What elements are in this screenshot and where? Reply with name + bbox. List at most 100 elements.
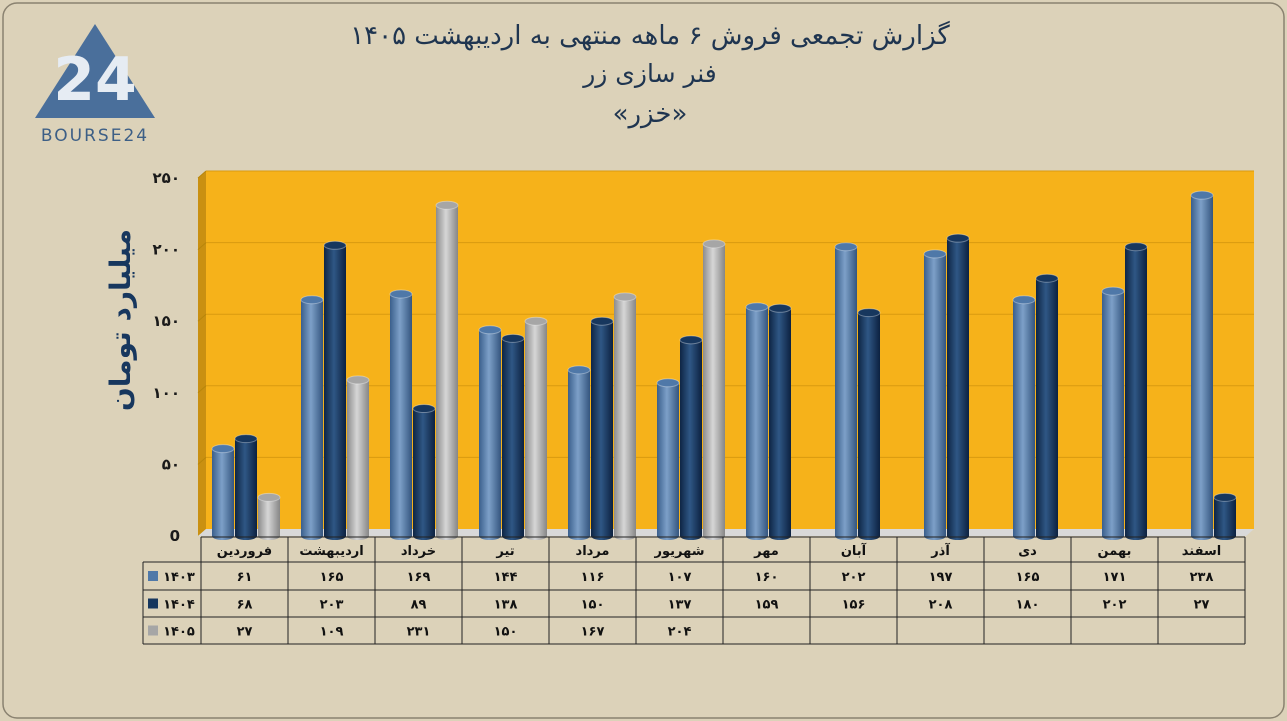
bar-body	[347, 379, 369, 536]
y-tick-label: ۲۵۰	[153, 169, 180, 187]
bar-base	[924, 532, 946, 540]
gridline-side	[197, 457, 207, 465]
table-header-cell: دی	[1018, 544, 1037, 559]
bar-base	[1013, 532, 1035, 540]
bar-base	[568, 532, 590, 540]
bar-body	[947, 238, 969, 537]
table-header-cell: مرداد	[576, 544, 610, 559]
bar-body	[1191, 195, 1213, 536]
bar-body	[703, 243, 725, 536]
bar-base	[347, 532, 369, 540]
bar-base	[502, 532, 524, 540]
table-cell: ۱۱۶	[581, 570, 605, 585]
bar-top	[857, 308, 881, 318]
bar-2-10	[1035, 273, 1059, 540]
bar-3-2	[346, 375, 370, 540]
bars	[211, 190, 1237, 540]
bar-body	[1102, 291, 1124, 536]
bar-base	[235, 532, 257, 540]
bar-body	[746, 306, 768, 536]
bar-2-12	[1213, 492, 1237, 540]
bar-top	[923, 249, 947, 259]
bar-2-9	[946, 233, 970, 540]
gridlines	[197, 170, 1254, 465]
bar-1-5	[567, 365, 591, 540]
y-tick-label: 0	[170, 527, 180, 545]
bar-top	[590, 316, 614, 326]
bar-top	[1101, 286, 1125, 296]
y-tick-label: ۱۰۰	[153, 384, 180, 402]
bar-1-1	[211, 444, 235, 540]
table-header-cell: مهر	[753, 544, 779, 559]
chart-title: گزارش تجمعی فروش ۶ ماهه منتهی به اردیبهش…	[350, 20, 950, 51]
table-header-cell: تیر	[495, 544, 514, 559]
table-cell: ۲۰۳	[320, 598, 344, 613]
table-cell: ۲۰۲	[842, 570, 866, 585]
table-cell: ۱۹۷	[929, 570, 953, 585]
bar-1-2	[300, 295, 324, 540]
bar-top	[745, 302, 769, 312]
bar-3-5	[613, 292, 637, 540]
bar-top	[1124, 242, 1148, 252]
bar-body	[479, 329, 501, 536]
bar-base	[436, 532, 458, 540]
y-tick-label: ۵۰	[162, 455, 180, 473]
bar-body	[680, 339, 702, 536]
gridline-side	[197, 313, 207, 322]
bar-body	[235, 438, 257, 536]
bar-top	[234, 434, 258, 444]
bar-base	[301, 532, 323, 540]
table-header-cell: آبان	[841, 542, 867, 559]
bar-base	[657, 532, 679, 540]
y-axis-label: میلیارد تومان	[104, 229, 137, 411]
chart-company: «خزر»	[613, 99, 688, 129]
table-cell: ۱۶۵	[1016, 570, 1040, 585]
bar-top	[346, 375, 370, 385]
table-cell: ۱۷۱	[1103, 570, 1127, 585]
plot-area	[206, 171, 1254, 529]
table-cell: ۱۴۴	[494, 570, 518, 585]
bar-body	[591, 321, 613, 536]
bar-base	[769, 532, 791, 540]
bar-1-11	[1101, 286, 1125, 540]
bar-base	[390, 532, 412, 540]
table-header-cell: اردیبهشت	[299, 544, 363, 559]
bar-top	[702, 239, 726, 249]
logo-text: BOURSE24	[41, 126, 149, 146]
table-header-cell: فروردین	[217, 544, 272, 559]
bar-3-4	[524, 316, 548, 540]
bar-base	[1125, 532, 1147, 540]
table-cell: ۲۳۸	[1190, 570, 1214, 585]
bar-body	[436, 205, 458, 536]
bar-2-1	[234, 434, 258, 540]
bar-2-3	[412, 404, 436, 540]
bar-base	[413, 532, 435, 540]
table-header-cell: شهریور	[654, 544, 705, 559]
bar-2-5	[590, 316, 614, 540]
table-header-cell: اسفند	[1182, 544, 1221, 559]
bar-2-6	[679, 335, 703, 540]
bar-1-12	[1190, 190, 1214, 540]
bourse24-logo: 24 BOURSE24	[35, 24, 155, 146]
bar-base	[858, 532, 880, 540]
bar-1-3	[389, 289, 413, 540]
bar-top	[257, 492, 281, 502]
bar-1-7	[745, 302, 769, 540]
bar-body	[1036, 278, 1058, 536]
bar-2-7	[768, 303, 792, 540]
y-tick-label: ۲۰۰	[153, 241, 180, 259]
bar-3-3	[435, 200, 459, 540]
bar-body	[568, 369, 590, 536]
table-cell: ۲۷	[237, 625, 253, 640]
bar-body	[301, 299, 323, 536]
bar-base	[746, 532, 768, 540]
bar-body	[1125, 246, 1147, 536]
bar-top	[524, 316, 548, 326]
bar-base	[525, 532, 547, 540]
bar-top	[412, 404, 436, 414]
bar-body	[390, 293, 412, 536]
bar-base	[479, 532, 501, 540]
bar-base	[614, 532, 636, 540]
bar-top	[946, 233, 970, 243]
